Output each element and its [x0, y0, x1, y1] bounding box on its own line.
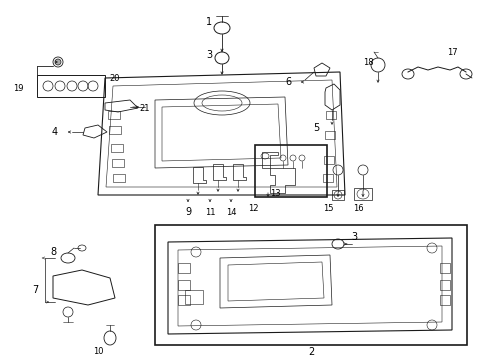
Bar [37, 75, 105, 97]
Text: 15: 15 [322, 203, 332, 212]
Text: 12: 12 [247, 203, 258, 212]
Bar [254, 145, 326, 197]
Text: 1: 1 [205, 17, 212, 27]
Text: 18: 18 [362, 58, 372, 67]
Text: 13: 13 [269, 189, 280, 198]
Text: 19: 19 [13, 84, 23, 93]
Bar [184, 290, 203, 304]
Bar [155, 225, 466, 345]
Text: 20: 20 [109, 73, 120, 82]
Text: 3: 3 [205, 50, 212, 60]
Text: 6: 6 [285, 77, 290, 87]
Text: 2: 2 [307, 347, 313, 357]
Text: 10: 10 [93, 347, 103, 356]
Text: 21: 21 [140, 104, 150, 113]
Text: 5: 5 [312, 123, 319, 133]
Text: 8: 8 [50, 247, 56, 257]
Text: 17: 17 [446, 48, 456, 57]
Text: 7: 7 [32, 285, 38, 295]
Text: 3: 3 [350, 232, 356, 242]
Text: 14: 14 [225, 207, 236, 216]
Text: 9: 9 [184, 207, 191, 217]
Text: 11: 11 [204, 207, 215, 216]
Text: 4: 4 [52, 127, 58, 137]
Text: 16: 16 [352, 203, 363, 212]
Ellipse shape [55, 59, 61, 65]
